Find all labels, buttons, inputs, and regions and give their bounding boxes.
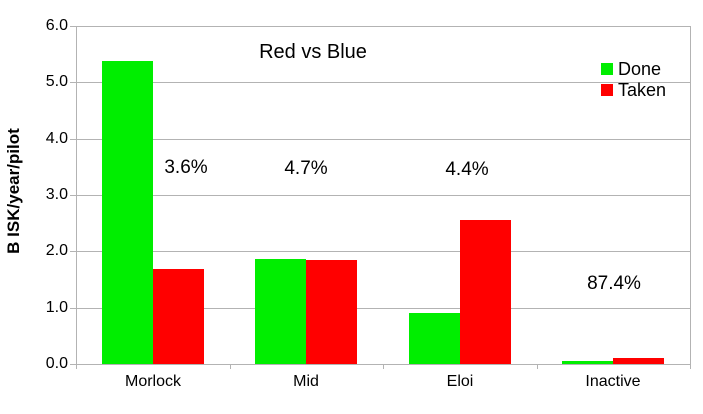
y-tick-label: 0.0 <box>45 355 68 372</box>
legend-item-taken: Taken <box>601 81 666 99</box>
y-tick-mark <box>70 364 76 365</box>
gridline <box>76 82 690 83</box>
y-tick-mark <box>70 195 76 196</box>
y-tick-mark <box>70 251 76 252</box>
bar-done-mid <box>255 259 306 364</box>
legend-swatch-taken <box>601 84 613 96</box>
percent-annotation: 4.4% <box>445 159 489 180</box>
x-category-label-morlock: Morlock <box>124 373 182 390</box>
legend-item-done: Done <box>601 60 666 78</box>
bar-done-inactive <box>562 361 613 364</box>
gridline <box>76 251 690 252</box>
bar-done-eloi <box>409 313 460 364</box>
x-tick-mark <box>383 364 384 369</box>
x-category-label-mid: Mid <box>293 373 319 390</box>
x-tick-mark <box>230 364 231 369</box>
x-tick-mark <box>537 364 538 369</box>
y-axis-line <box>76 26 77 364</box>
x-tick-mark <box>76 364 77 369</box>
y-axis-title: B ISK/year/pilot <box>4 128 23 254</box>
x-category-label-inactive: Inactive <box>585 373 641 390</box>
y-tick-mark <box>70 26 76 27</box>
y-tick-label: 6.0 <box>45 17 68 34</box>
legend-label: Done <box>618 59 662 79</box>
bar-taken-morlock <box>153 269 204 364</box>
gridline <box>76 308 690 309</box>
y-tick-label: 5.0 <box>45 73 68 90</box>
gridline <box>76 139 690 140</box>
right-border-line <box>690 26 691 364</box>
y-tick-label: 1.0 <box>45 299 68 316</box>
legend-swatch-done <box>601 63 613 75</box>
y-tick-mark <box>70 82 76 83</box>
percent-annotation: 87.4% <box>587 273 641 294</box>
y-tick-mark <box>70 308 76 309</box>
percent-annotation: 4.7% <box>284 158 328 179</box>
y-tick-mark <box>70 139 76 140</box>
chart-title: Red vs Blue <box>259 41 367 63</box>
x-category-label-eloi: Eloi <box>446 373 474 390</box>
bar-taken-inactive <box>613 358 664 364</box>
gridline <box>76 195 690 196</box>
legend-label: Taken <box>618 80 667 100</box>
y-tick-label: 2.0 <box>45 242 68 259</box>
y-tick-label: 3.0 <box>45 186 68 203</box>
y-tick-label: 4.0 <box>45 130 68 147</box>
bar-taken-eloi <box>460 220 511 364</box>
gridline <box>76 26 690 27</box>
legend: Done Taken <box>601 60 666 99</box>
bar-done-morlock <box>102 61 153 364</box>
bar-taken-mid <box>306 260 357 364</box>
percent-annotation: 3.6% <box>164 157 208 178</box>
x-tick-mark <box>690 364 691 369</box>
